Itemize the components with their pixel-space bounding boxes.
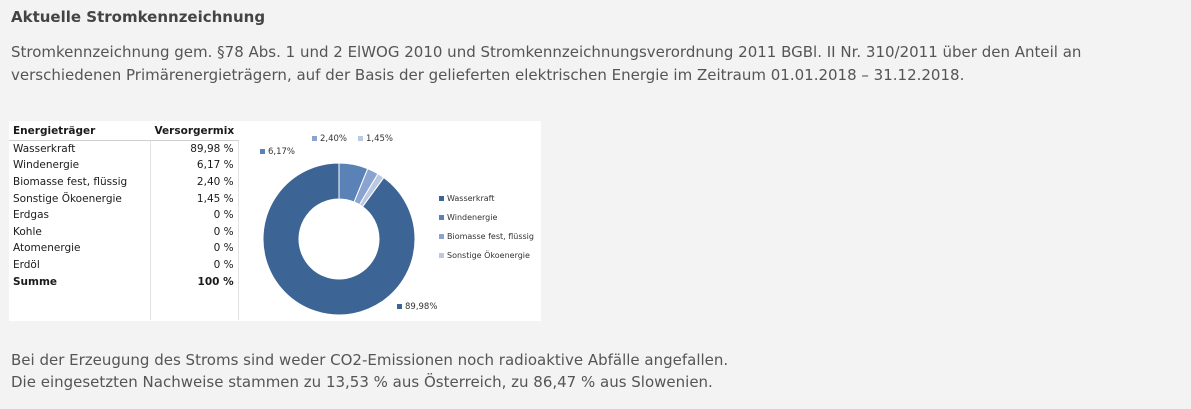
legend-label-wasserkraft: Wasserkraft (447, 194, 494, 203)
footer-line-emissions: Bei der Erzeugung des Stroms sind weder … (11, 351, 729, 369)
row-label: Windenergie (9, 157, 151, 174)
row-label: Sonstige Ökoenergie (9, 190, 151, 207)
row-value: 0 % (150, 256, 239, 274)
data-label-sonstige-koenergie: 1,45% (366, 134, 393, 144)
table-row: Windenergie 6,17 % (9, 157, 239, 174)
row-value: 6,17 % (150, 157, 239, 174)
energy-mix-table: Energieträger Versorgermix Wasserkraft 89… (9, 123, 239, 320)
footer-text: Bei der Erzeugung des Stroms sind weder … (11, 349, 728, 393)
legend-label-sonstige-koenergie: Sonstige Ökoenergie (447, 250, 530, 260)
table-row: Biomasse fest, flüssig 2,40 % (9, 173, 239, 191)
table-row: Sonstige Ökoenergie 1,45 % (9, 190, 239, 207)
donut-slices (262, 162, 416, 316)
table-total-row: Summe 100 % (9, 273, 239, 290)
row-label: Wasserkraft (9, 140, 151, 158)
data-label-biomasse-fest-fl-ssig: 2,40% (320, 134, 347, 144)
legend-marker-wasserkraft (439, 196, 444, 201)
donut-chart: 89,98% 6,17% 2,40% 1,45% Wasserkraft Windene… (260, 134, 534, 316)
intro-text: Stromkennzeichnung gem. §78 Abs. 1 und 2… (11, 43, 1082, 84)
data-label-marker-sonstige-koenergie (358, 136, 363, 141)
total-label: Summe (9, 273, 151, 290)
data-label-marker-wasserkraft (397, 304, 402, 309)
row-value: 0 % (150, 206, 239, 224)
table-header-row: Energieträger Versorgermix (9, 123, 239, 141)
data-label-wasserkraft: 89,98% (405, 302, 437, 312)
row-value: 89,98 % (150, 140, 239, 158)
row-value: 1,45 % (150, 190, 239, 207)
row-label: Biomasse fest, flüssig (9, 173, 151, 191)
table-row: Erdgas 0 % (9, 206, 239, 224)
legend-marker-biomasse-fest-fl-ssig (439, 234, 444, 239)
donut-slice-wasserkraft (262, 162, 416, 316)
table-row: Kohle 0 % (9, 223, 239, 241)
data-label-marker-biomasse-fest-fl-ssig (312, 136, 317, 141)
footer-line-origin: Die eingesetzten Nachweise stammen zu 13… (11, 373, 713, 391)
row-value: 0 % (150, 223, 239, 241)
data-label-marker-windenergie (260, 149, 265, 154)
row-value: 0 % (150, 240, 239, 257)
header-energietraeger: Energieträger (9, 123, 151, 141)
legend-label-windenergie: Windenergie (447, 213, 497, 222)
table-row: Erdöl 0 % (9, 256, 239, 274)
chart-legend: Wasserkraft Windenergie Biomasse fest, flü… (439, 194, 534, 260)
row-label: Kohle (9, 223, 151, 241)
legend-marker-sonstige-koenergie (439, 253, 444, 258)
table-row: Wasserkraft 89,98 % (9, 140, 239, 158)
data-label-windenergie: 6,17% (268, 147, 295, 157)
table-row: Atomenergie 0 % (9, 240, 239, 257)
donut-data-labels: 89,98% 6,17% 2,40% 1,45% (260, 134, 437, 312)
table-spacer-row (9, 289, 239, 320)
header-versorgermix: Versorgermix (150, 123, 239, 141)
spacer-cell (150, 289, 239, 320)
page-title: Aktuelle Stromkennzeichnung (11, 8, 266, 26)
row-label: Erdgas (9, 206, 151, 224)
row-label: Erdöl (9, 256, 151, 274)
legend-label-biomasse-fest-fl-ssig: Biomasse fest, flüssig (447, 232, 534, 241)
donut-slice-sonstige-koenergie (358, 173, 385, 208)
row-label: Atomenergie (9, 240, 151, 257)
row-value: 2,40 % (150, 173, 239, 191)
legend-marker-windenergie (439, 215, 444, 220)
energy-mix-panel: Energieträger Versorgermix Wasserkraft 89… (9, 121, 541, 321)
total-value: 100 % (150, 273, 239, 290)
spacer-cell (9, 289, 151, 320)
